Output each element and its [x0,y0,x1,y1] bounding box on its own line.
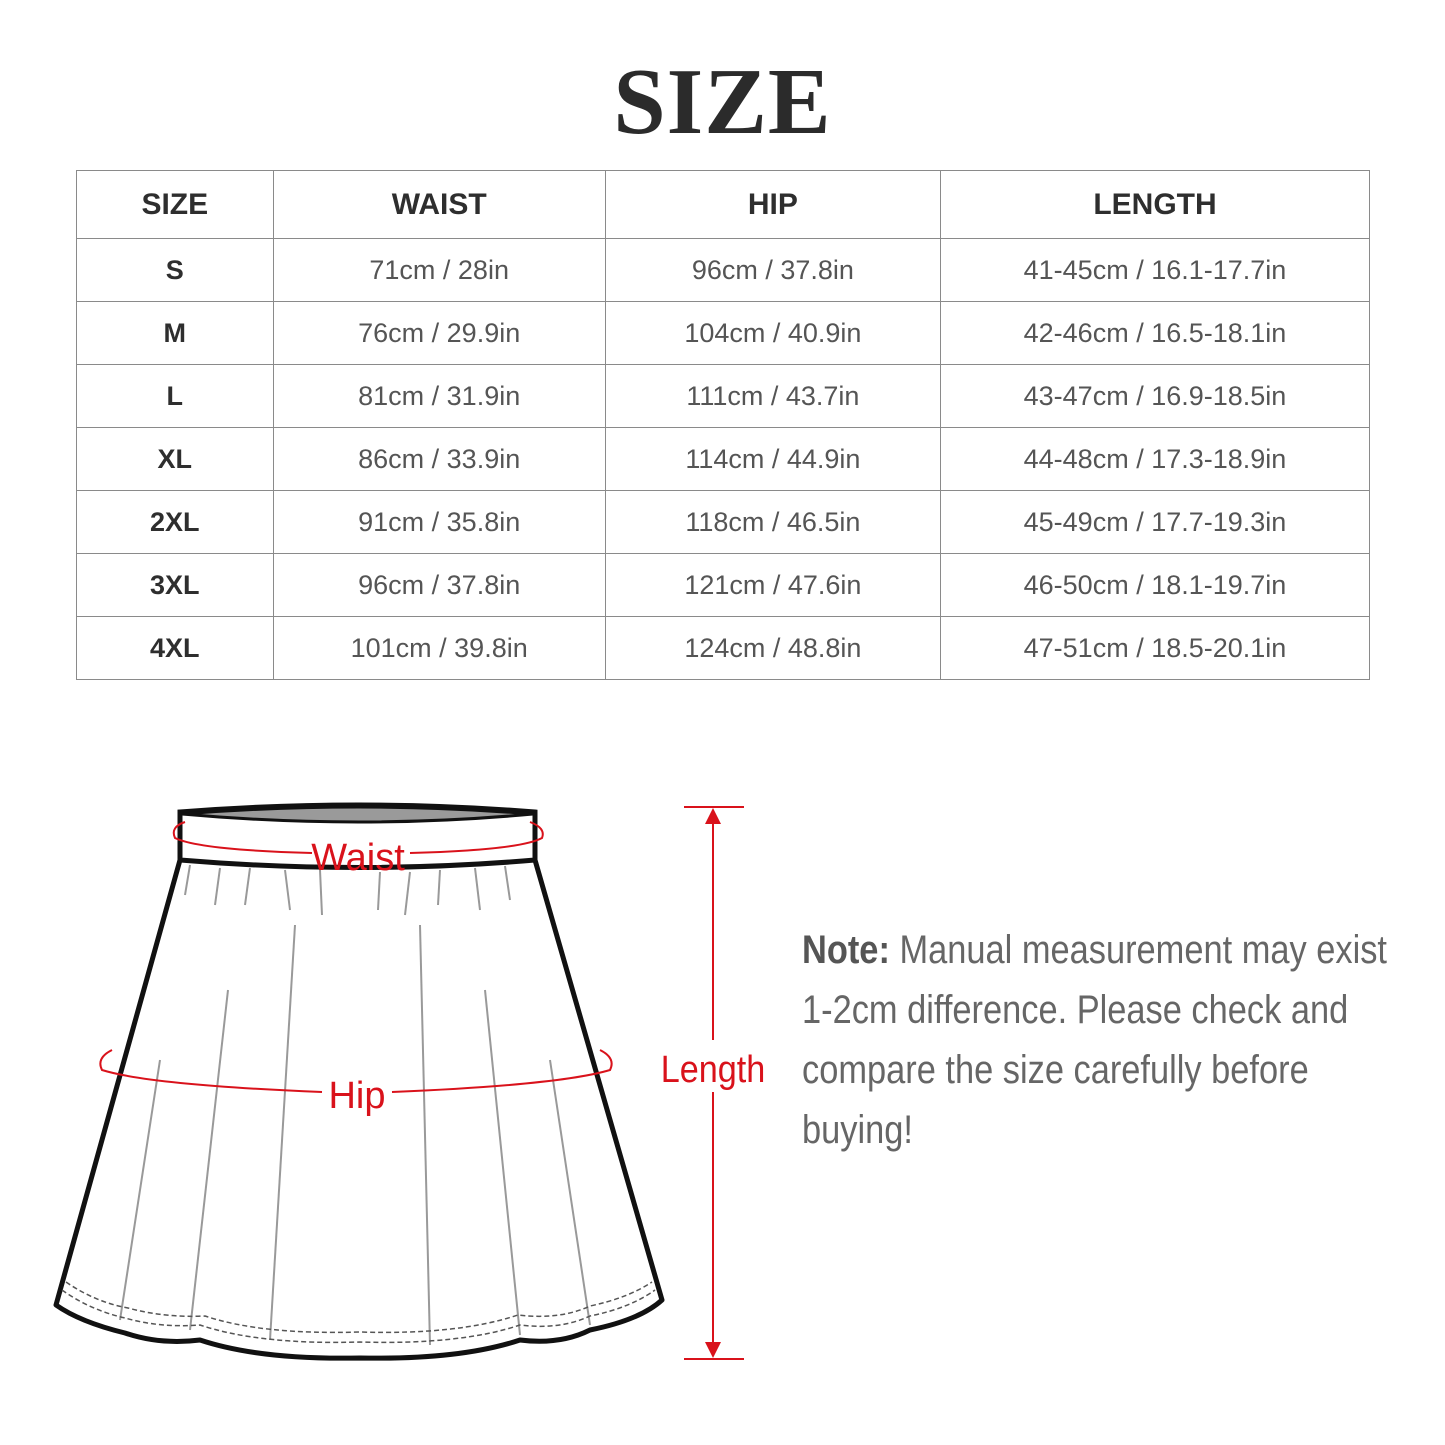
size-table: SIZE WAIST HIP LENGTH S 71cm / 28in 96cm / 37… [76,170,1371,680]
size-cell: XL [76,427,274,491]
size-cell: S [76,238,274,302]
note-text: Manual measurement may exist 1-2cm diffe… [802,928,1388,1152]
measurement-note: Note: Manual measurement may exist 1-2cm… [802,920,1404,1160]
arrow-up-icon [705,808,721,824]
hip-cell: 96cm / 37.8in [604,238,941,302]
table-row: 4XL 101cm / 39.8in 124cm / 48.8in 47-51cm /… [76,616,1371,680]
length-measure-line [684,806,744,1360]
waist-cell: 71cm / 28in [272,238,606,302]
arrow-down-icon [705,1342,721,1358]
hip-cell: 118cm / 46.5in [604,490,941,554]
table-row: L 81cm / 31.9in 111cm / 43.7in 43-47cm / 16… [76,364,1371,428]
column-header-size: SIZE [76,170,274,239]
hip-cell: 124cm / 48.8in [604,616,941,680]
table-row: XL 86cm / 33.9in 114cm / 44.9in 44-48cm / 1… [76,427,1371,491]
waist-measure-line [172,821,544,854]
waist-cell: 81cm / 31.9in [272,364,606,428]
skirt-folds [119,864,591,1346]
hip-label: Hip [328,1075,385,1117]
column-header-length: LENGTH [939,170,1371,239]
hip-cell: 121cm / 47.6in [604,553,941,617]
table-row: 2XL 91cm / 35.8in 118cm / 46.5in 45-49cm / … [76,490,1371,554]
length-cell: 42-46cm / 16.5-18.1in [939,301,1371,365]
table-row: 3XL 96cm / 37.8in 121cm / 47.6in 46-50cm / … [76,553,1371,617]
column-header-hip: HIP [604,170,941,239]
page-title: SIZE [613,50,832,154]
length-cell: 41-45cm / 16.1-17.7in [939,238,1371,302]
size-cell: 2XL [76,490,274,554]
note-label: Note: [802,928,890,972]
length-cell: 46-50cm / 18.1-19.7in [939,553,1371,617]
length-cell: 47-51cm / 18.5-20.1in [939,616,1371,680]
waist-cell: 76cm / 29.9in [272,301,606,365]
waistband-inner [181,805,534,824]
waist-cell: 96cm / 37.8in [272,553,606,617]
hip-cell: 111cm / 43.7in [604,364,941,428]
hem-stitching [61,1281,656,1344]
hip-cell: 114cm / 44.9in [604,427,941,491]
size-cell: L [76,364,274,428]
length-label: Length [661,1047,766,1090]
waist-cell: 86cm / 33.9in [272,427,606,491]
waist-cell: 101cm / 39.8in [272,616,606,680]
waist-cell: 91cm / 35.8in [272,490,606,554]
hip-measure-line [99,1049,613,1093]
length-cell: 44-48cm / 17.3-18.9in [939,427,1371,491]
table-row: S 71cm / 28in 96cm / 37.8in 41-45cm / 16.1-… [76,238,1371,302]
length-cell: 43-47cm / 16.9-18.5in [939,364,1371,428]
waist-label: Waist [311,837,405,879]
